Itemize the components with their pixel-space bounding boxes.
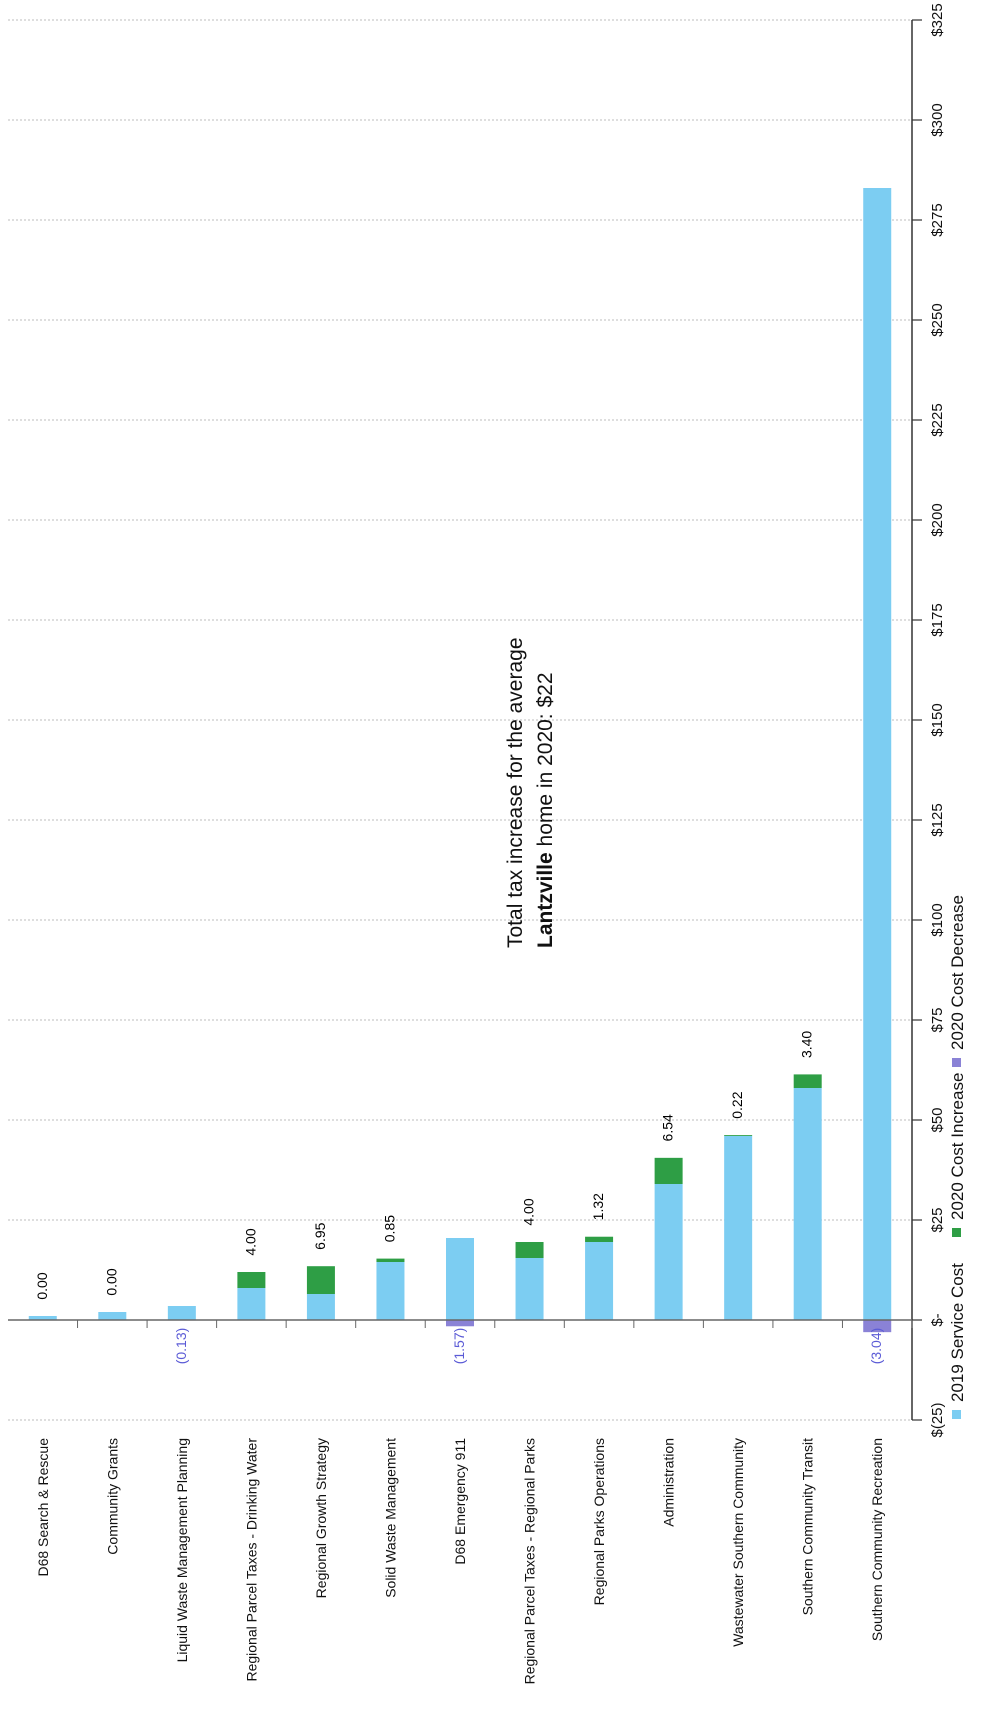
legend-swatch — [952, 1228, 961, 1237]
category-label: D68 Search & Rescue — [35, 1438, 51, 1577]
annotation-line-1: Total tax increase for the average — [504, 637, 527, 948]
annotation: Total tax increase for the average Lantzv… — [504, 637, 557, 948]
y-tick-label: $325 — [929, 3, 946, 36]
category-label: Southern Community Transit — [800, 1438, 816, 1616]
annotation-text: home in 2020: $22 — [534, 672, 557, 852]
data-label: 0.22 — [729, 1091, 745, 1118]
bar-2019-service-cost — [98, 1312, 127, 1320]
bar-2019-service-cost — [863, 188, 892, 1320]
legend-label: 2020 Cost Decrease — [948, 895, 967, 1050]
bar-2020-cost-increase — [515, 1242, 544, 1258]
data-label: 0.85 — [381, 1215, 397, 1242]
category-label: Community Grants — [104, 1438, 120, 1555]
data-label: (3.04) — [868, 1328, 884, 1365]
y-tick-label: $200 — [929, 503, 946, 536]
data-label: (1.57) — [451, 1328, 467, 1365]
bar-2020-cost-increase — [654, 1157, 683, 1184]
bar-2020-cost-increase — [306, 1266, 335, 1294]
category-label: Liquid Waste Management Planning — [174, 1438, 190, 1662]
bar-2019-service-cost — [376, 1262, 405, 1320]
data-label: 6.95 — [312, 1222, 328, 1249]
category-label: Solid Waste Management — [382, 1438, 398, 1598]
bar-2019-service-cost — [724, 1136, 753, 1320]
bar-2019-service-cost — [28, 1316, 57, 1320]
bars — [28, 188, 892, 1333]
data-label: 3.40 — [799, 1031, 815, 1058]
category-label: Wastewater Southern Community — [730, 1438, 746, 1647]
y-tick-label: $50 — [929, 1107, 946, 1132]
bar-2019-service-cost — [515, 1258, 544, 1320]
axes: $(25) $- $25 $50 $75 $100 $125 $150 $175 $200 $225… — [8, 3, 946, 1438]
bar-2019-service-cost — [167, 1306, 196, 1320]
data-label: 0.00 — [34, 1272, 50, 1299]
bar-2019-service-cost — [585, 1242, 614, 1320]
bar-2019-service-cost — [446, 1238, 474, 1320]
data-label: 4.00 — [242, 1228, 258, 1255]
annotation-place: Lantzville — [534, 852, 557, 948]
legend-label: 2020 Cost Increase — [948, 1073, 967, 1220]
bar-2020-cost-decrease — [863, 1320, 892, 1333]
data-label: 6.54 — [660, 1114, 676, 1141]
bar-2020-cost-decrease — [446, 1320, 474, 1327]
category-label: Regional Parks Operations — [591, 1438, 607, 1605]
y-tick-label: $225 — [929, 403, 946, 436]
bar-2019-service-cost — [237, 1288, 266, 1320]
y-tick-label: $150 — [929, 703, 946, 736]
category-labels: D68 Search & Rescue Community Grants Liqui… — [35, 1438, 885, 1685]
y-tick-label: $100 — [929, 903, 946, 936]
y-tick-label: $250 — [929, 303, 946, 336]
y-tick-label: $(25) — [929, 1402, 946, 1437]
bar-2020-cost-increase — [585, 1236, 614, 1242]
bar-2020-cost-increase — [793, 1074, 822, 1088]
data-labels: 0.00 0.00 (0.13) 4.00 6.95 0.85 (1.57) 4.00 1.32… — [34, 1031, 884, 1365]
annotation-line-2: Lantzville home in 2020: $22 — [534, 672, 557, 948]
y-tick-label: $- — [929, 1313, 946, 1326]
data-label: 0.00 — [103, 1268, 119, 1295]
data-label: (0.13) — [173, 1328, 189, 1365]
data-label: 4.00 — [521, 1198, 537, 1225]
y-tick-label: $125 — [929, 803, 946, 836]
y-tick-label: $75 — [929, 1007, 946, 1032]
legend-swatch — [952, 1058, 961, 1067]
bar-2019-service-cost — [654, 1184, 683, 1320]
category-label: Regional Growth Strategy — [313, 1438, 329, 1598]
category-label: Regional Parcel Taxes - Regional Parks — [522, 1438, 538, 1684]
y-tick-label: $175 — [929, 603, 946, 636]
legend-swatch — [952, 1410, 961, 1419]
bar-2020-cost-increase — [237, 1272, 266, 1288]
category-label: Southern Community Recreation — [869, 1438, 885, 1641]
y-tick-label: $300 — [929, 103, 946, 136]
legend: 2019 Service Cost 2020 Cost Increase 2020 … — [948, 895, 967, 1419]
gridlines — [8, 19, 912, 1421]
category-label: Administration — [661, 1438, 677, 1527]
y-tick-label: $25 — [929, 1207, 946, 1232]
category-label: Regional Parcel Taxes - Drinking Water — [243, 1438, 259, 1682]
bar-2020-cost-increase — [724, 1135, 753, 1136]
legend-label: 2019 Service Cost — [948, 1263, 967, 1402]
data-label: 1.32 — [590, 1193, 606, 1220]
category-label: D68 Emergency 911 — [452, 1438, 468, 1565]
bar-2019-service-cost — [793, 1088, 822, 1320]
bar-2020-cost-increase — [376, 1258, 405, 1262]
y-tick-label: $275 — [929, 203, 946, 236]
bar-2019-service-cost — [306, 1294, 335, 1320]
